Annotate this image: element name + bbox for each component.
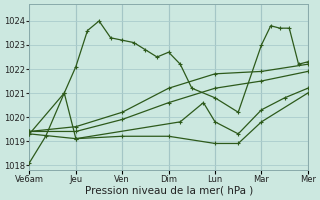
X-axis label: Pression niveau de la mer( hPa ): Pression niveau de la mer( hPa ) (84, 186, 253, 196)
